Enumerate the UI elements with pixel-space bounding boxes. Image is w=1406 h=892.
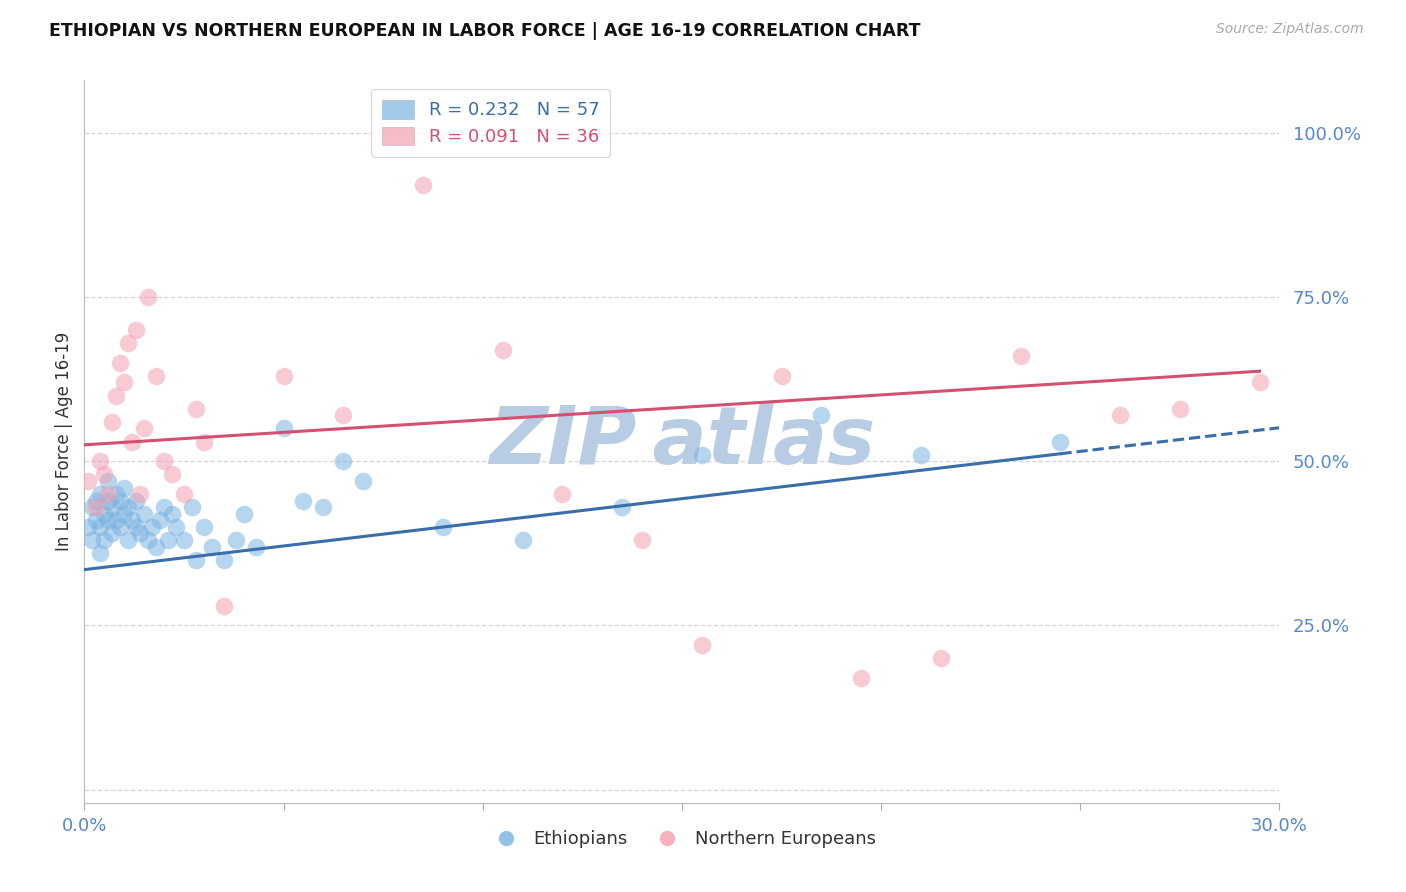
Point — [412, 178, 434, 193]
Point — [136, 533, 159, 547]
Point — [492, 343, 515, 357]
Point — [97, 474, 120, 488]
Point — [121, 513, 143, 527]
Point — [145, 540, 167, 554]
Point — [93, 533, 115, 547]
Point — [121, 434, 143, 449]
Point — [165, 520, 187, 534]
Point — [201, 540, 224, 554]
Text: ZIP atlas: ZIP atlas — [489, 402, 875, 481]
Legend: Ethiopians, Northern Europeans: Ethiopians, Northern Europeans — [481, 822, 883, 855]
Point — [132, 507, 156, 521]
Point — [86, 513, 108, 527]
Point — [101, 526, 124, 541]
Point — [193, 434, 215, 449]
Point — [110, 493, 132, 508]
Point — [212, 553, 235, 567]
Point — [153, 500, 176, 515]
Point — [132, 421, 156, 435]
Point — [432, 520, 454, 534]
Point — [125, 323, 148, 337]
Point — [136, 290, 159, 304]
Point — [184, 553, 207, 567]
Point — [157, 533, 180, 547]
Point — [910, 448, 932, 462]
Point — [149, 513, 172, 527]
Point — [153, 454, 176, 468]
Point — [129, 526, 152, 541]
Point — [193, 520, 215, 534]
Point — [184, 401, 207, 416]
Point — [77, 520, 100, 534]
Point — [86, 500, 108, 515]
Point — [810, 409, 832, 423]
Point — [332, 454, 354, 468]
Point — [512, 533, 534, 547]
Point — [173, 533, 195, 547]
Point — [117, 500, 139, 515]
Point — [97, 513, 120, 527]
Point — [273, 368, 295, 383]
Point — [101, 500, 124, 515]
Point — [551, 487, 574, 501]
Point — [1109, 409, 1132, 423]
Point — [110, 356, 132, 370]
Point — [112, 481, 135, 495]
Point — [117, 533, 139, 547]
Point — [173, 487, 195, 501]
Point — [105, 513, 128, 527]
Point — [851, 671, 873, 685]
Point — [77, 474, 100, 488]
Point — [112, 507, 135, 521]
Point — [181, 500, 204, 515]
Point — [110, 520, 132, 534]
Point — [292, 493, 315, 508]
Point — [1049, 434, 1071, 449]
Y-axis label: In Labor Force | Age 16-19: In Labor Force | Age 16-19 — [55, 332, 73, 551]
Point — [690, 448, 713, 462]
Point — [129, 487, 152, 501]
Point — [612, 500, 634, 515]
Point — [89, 546, 111, 560]
Point — [690, 638, 713, 652]
Point — [105, 388, 128, 402]
Point — [86, 493, 108, 508]
Point — [332, 409, 354, 423]
Point — [93, 507, 115, 521]
Point — [101, 415, 124, 429]
Point — [225, 533, 247, 547]
Point — [273, 421, 295, 435]
Point — [352, 474, 374, 488]
Point — [82, 533, 104, 547]
Point — [770, 368, 793, 383]
Point — [212, 599, 235, 613]
Point — [93, 467, 115, 482]
Point — [631, 533, 654, 547]
Point — [82, 500, 104, 515]
Point — [245, 540, 267, 554]
Point — [89, 520, 111, 534]
Point — [112, 376, 135, 390]
Point — [160, 467, 183, 482]
Point — [312, 500, 335, 515]
Point — [117, 336, 139, 351]
Point — [1168, 401, 1191, 416]
Text: ETHIOPIAN VS NORTHERN EUROPEAN IN LABOR FORCE | AGE 16-19 CORRELATION CHART: ETHIOPIAN VS NORTHERN EUROPEAN IN LABOR … — [49, 22, 921, 40]
Point — [1010, 349, 1032, 363]
Point — [929, 651, 952, 665]
Point — [125, 520, 148, 534]
Point — [105, 487, 128, 501]
Point — [160, 507, 183, 521]
Point — [1249, 376, 1271, 390]
Point — [145, 368, 167, 383]
Point — [89, 487, 111, 501]
Point — [125, 493, 148, 508]
Point — [89, 454, 111, 468]
Point — [141, 520, 163, 534]
Point — [97, 493, 120, 508]
Point — [97, 487, 120, 501]
Text: Source: ZipAtlas.com: Source: ZipAtlas.com — [1216, 22, 1364, 37]
Point — [232, 507, 254, 521]
